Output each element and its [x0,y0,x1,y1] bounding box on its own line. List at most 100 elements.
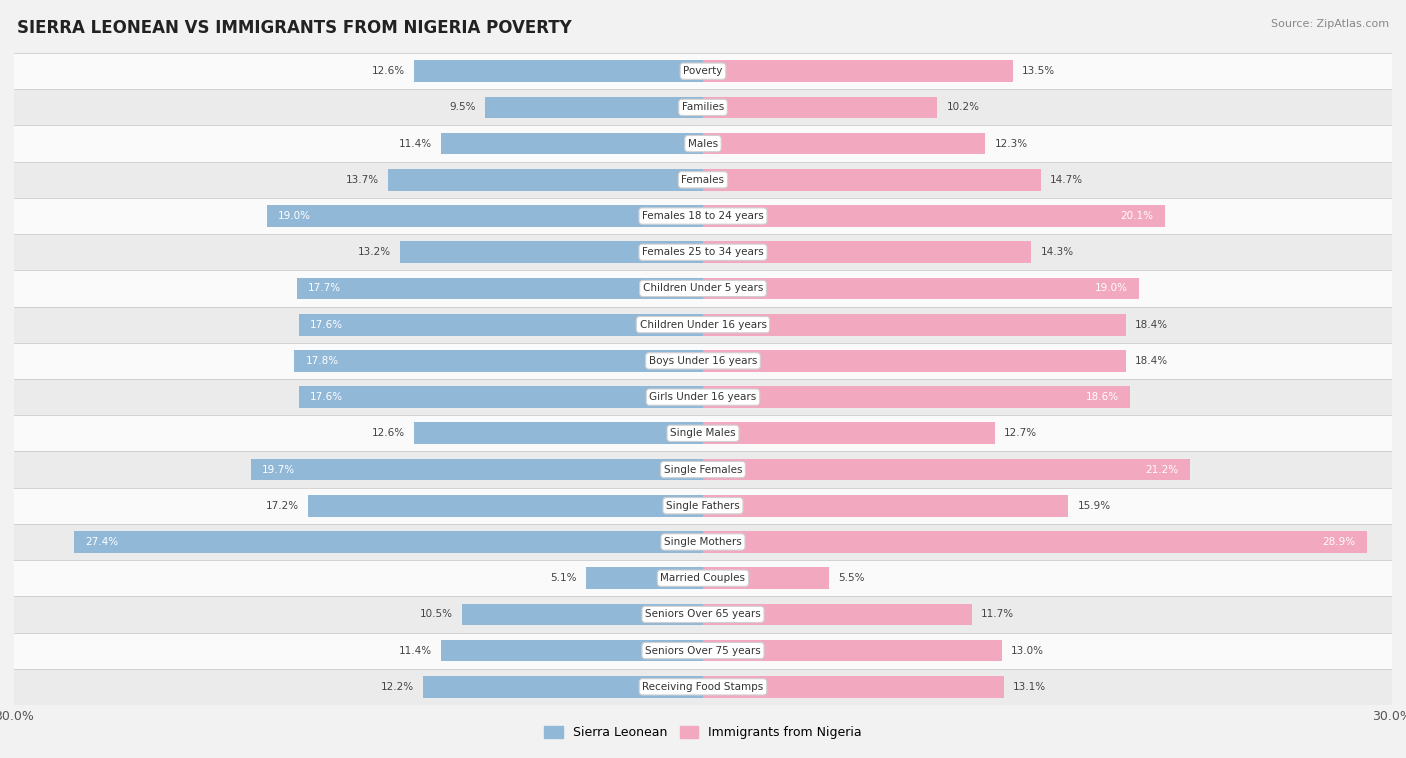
Bar [14,234,1392,271]
Bar [250,459,703,481]
Bar [14,161,1392,198]
Text: 14.3%: 14.3% [1040,247,1074,257]
Text: Source: ZipAtlas.com: Source: ZipAtlas.com [1271,19,1389,29]
Text: 10.5%: 10.5% [419,609,453,619]
Bar [14,271,1392,306]
Text: 13.2%: 13.2% [357,247,391,257]
Text: Poverty: Poverty [683,66,723,76]
Text: Seniors Over 75 years: Seniors Over 75 years [645,646,761,656]
Bar [14,415,1392,452]
Bar [703,205,1164,227]
Bar [485,96,703,118]
Text: 27.4%: 27.4% [86,537,118,547]
Text: Seniors Over 65 years: Seniors Over 65 years [645,609,761,619]
Bar [14,669,1392,705]
Text: 12.6%: 12.6% [371,66,405,76]
Text: Females: Females [682,175,724,185]
Bar [703,350,1126,371]
Text: Married Couples: Married Couples [661,573,745,583]
Text: 18.4%: 18.4% [1135,320,1168,330]
Text: Single Fathers: Single Fathers [666,501,740,511]
Bar [308,495,703,517]
Bar [461,603,703,625]
Text: 10.2%: 10.2% [946,102,980,112]
Text: 12.3%: 12.3% [994,139,1028,149]
Bar [703,531,1367,553]
Bar [14,597,1392,632]
Bar [267,205,703,227]
Text: 19.0%: 19.0% [278,211,311,221]
Bar [388,169,703,191]
Text: 5.1%: 5.1% [550,573,576,583]
Bar [441,133,703,155]
Text: 17.2%: 17.2% [266,501,299,511]
Bar [703,277,1139,299]
Text: 15.9%: 15.9% [1077,501,1111,511]
Text: 19.7%: 19.7% [262,465,295,475]
Bar [413,61,703,82]
Text: 20.1%: 20.1% [1121,211,1153,221]
Legend: Sierra Leonean, Immigrants from Nigeria: Sierra Leonean, Immigrants from Nigeria [538,722,868,744]
Bar [299,314,703,336]
Bar [703,676,1004,697]
Text: 17.6%: 17.6% [311,392,343,402]
Text: Receiving Food Stamps: Receiving Food Stamps [643,682,763,692]
Text: Girls Under 16 years: Girls Under 16 years [650,392,756,402]
Bar [14,89,1392,126]
Text: Single Males: Single Males [671,428,735,438]
Bar [703,61,1012,82]
Bar [703,314,1126,336]
Bar [294,350,703,371]
Bar [14,560,1392,597]
Bar [703,422,994,444]
Bar [297,277,703,299]
Bar [413,422,703,444]
Bar [441,640,703,662]
Text: 11.7%: 11.7% [981,609,1014,619]
Bar [703,133,986,155]
Text: 5.5%: 5.5% [838,573,865,583]
Bar [703,459,1189,481]
Text: 14.7%: 14.7% [1050,175,1083,185]
Text: 12.2%: 12.2% [381,682,413,692]
Bar [703,603,972,625]
Text: Males: Males [688,139,718,149]
Text: Boys Under 16 years: Boys Under 16 years [648,356,758,366]
Bar [703,567,830,589]
Bar [14,487,1392,524]
Text: 13.7%: 13.7% [346,175,380,185]
Bar [586,567,703,589]
Text: 17.6%: 17.6% [311,320,343,330]
Text: 11.4%: 11.4% [399,646,432,656]
Bar [14,306,1392,343]
Bar [703,241,1032,263]
Text: Children Under 16 years: Children Under 16 years [640,320,766,330]
Text: Females 18 to 24 years: Females 18 to 24 years [643,211,763,221]
Text: 18.4%: 18.4% [1135,356,1168,366]
Bar [14,53,1392,89]
Bar [73,531,703,553]
Text: 19.0%: 19.0% [1095,283,1128,293]
Text: 9.5%: 9.5% [449,102,475,112]
Bar [14,198,1392,234]
Bar [14,452,1392,487]
Text: 17.8%: 17.8% [305,356,339,366]
Text: Single Females: Single Females [664,465,742,475]
Bar [14,343,1392,379]
Bar [703,169,1040,191]
Bar [703,495,1069,517]
Text: 12.6%: 12.6% [371,428,405,438]
Text: 21.2%: 21.2% [1146,465,1178,475]
Bar [14,379,1392,415]
Bar [423,676,703,697]
Bar [703,96,938,118]
Text: 17.7%: 17.7% [308,283,342,293]
Text: 12.7%: 12.7% [1004,428,1038,438]
Bar [299,387,703,408]
Text: 13.1%: 13.1% [1012,682,1046,692]
Bar [399,241,703,263]
Text: Families: Families [682,102,724,112]
Text: Females 25 to 34 years: Females 25 to 34 years [643,247,763,257]
Text: Children Under 5 years: Children Under 5 years [643,283,763,293]
Bar [14,524,1392,560]
